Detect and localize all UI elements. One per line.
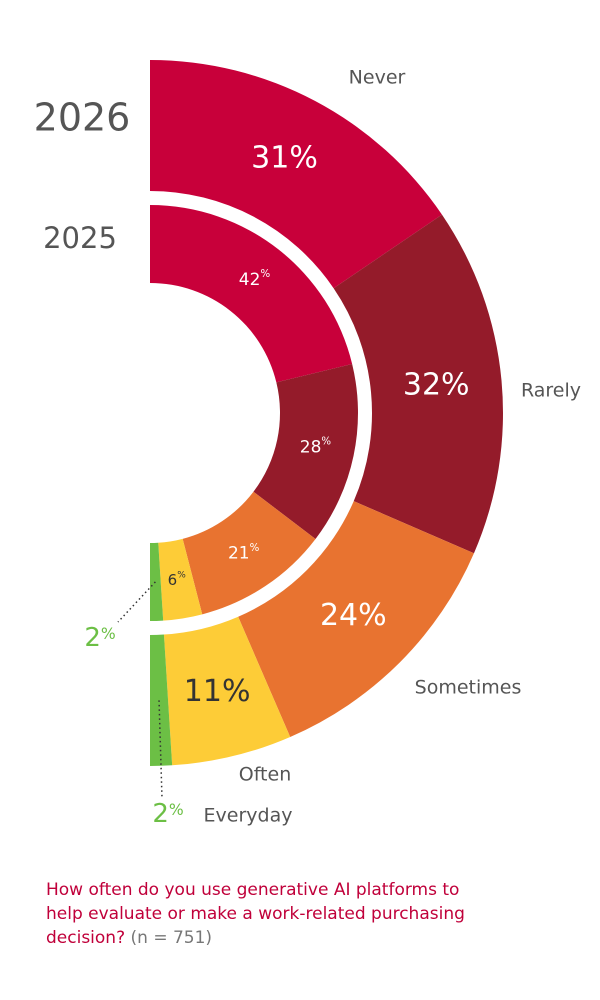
segment (158, 538, 203, 621)
segment (333, 214, 503, 554)
value-label: 32% (403, 367, 470, 402)
value-unit: % (101, 625, 116, 643)
value-number: 42 (239, 270, 261, 290)
category-label: Rarely (521, 380, 581, 402)
category-label: Everyday (204, 805, 293, 827)
value-label: 24% (320, 598, 387, 633)
value-number: 28 (300, 438, 322, 458)
year-label: 2025 (43, 221, 117, 255)
value-unit: % (260, 269, 270, 280)
segment (182, 491, 316, 615)
segment (238, 501, 474, 737)
value-number: 2 (84, 623, 101, 653)
value-label: 11% (184, 674, 251, 709)
value-label: 2% (152, 799, 183, 829)
sample-size: (n = 751) (130, 928, 213, 948)
value-number: 2 (152, 799, 169, 829)
value-number: 6 (168, 570, 178, 588)
value-label: 31% (251, 140, 318, 175)
category-label: Sometimes (415, 677, 522, 699)
segment (163, 616, 291, 766)
category-label: Never (349, 67, 406, 89)
value-unit: % (250, 543, 260, 554)
value-label: 6% (168, 570, 187, 588)
category-label: Often (239, 764, 292, 786)
value-unit: % (321, 437, 331, 448)
value-label: 42% (239, 269, 271, 290)
value-label: 2% (84, 623, 115, 653)
value-number: 21 (228, 544, 250, 564)
value-label: 28% (300, 437, 332, 458)
question: How often do you use generative AI platf… (46, 880, 465, 948)
segment (150, 60, 442, 289)
value-unit: % (177, 570, 186, 580)
segment (150, 634, 173, 766)
value-unit: % (169, 801, 184, 819)
value-label: 21% (228, 543, 260, 564)
segment (150, 205, 353, 383)
footnote: How often do you use generative AI platf… (46, 878, 466, 950)
leader-line (117, 581, 156, 623)
segment (150, 542, 164, 621)
leader-line (158, 700, 163, 799)
segment (253, 363, 358, 539)
year-label: 2026 (34, 96, 131, 140)
